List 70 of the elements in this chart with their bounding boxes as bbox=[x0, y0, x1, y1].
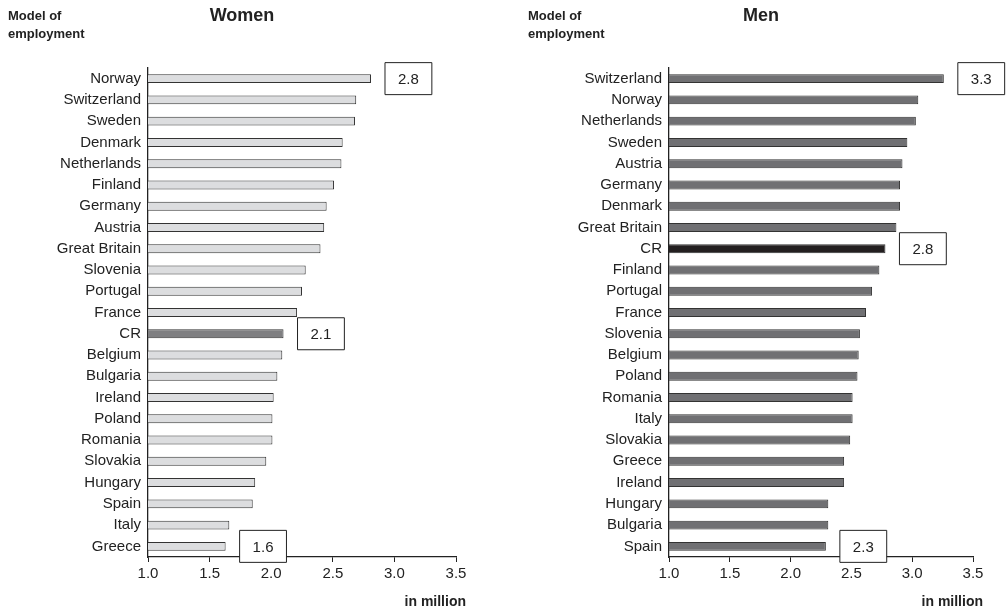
y-tick-label: Bulgaria bbox=[606, 515, 663, 533]
y-tick-label: Bulgaria bbox=[85, 366, 142, 384]
y-tick-label: Belgium bbox=[607, 345, 662, 363]
x-tick-label: 1.0 bbox=[658, 564, 680, 582]
annotation: 2.1 bbox=[310, 324, 332, 342]
y-tick-label: Denmark bbox=[80, 132, 142, 150]
y-tick-label: Poland bbox=[615, 366, 662, 384]
y-tick-label: Finland bbox=[91, 175, 141, 193]
chart-title: Men bbox=[743, 4, 779, 25]
y-axis-title: Model of employment bbox=[8, 7, 86, 41]
y-tick-label: Sweden bbox=[607, 132, 662, 150]
y-tick-label: Ireland bbox=[616, 472, 662, 490]
y-tick-label: Portugal bbox=[606, 281, 662, 299]
y-tick-label: Belgium bbox=[86, 345, 141, 363]
y-tick-label: Slovenia bbox=[83, 260, 142, 278]
y-tick-label: Netherlands bbox=[60, 153, 141, 171]
annotation: 1.6 bbox=[252, 537, 274, 555]
y-tick-label: Sweden bbox=[86, 111, 141, 129]
y-tick-label: Great Britain bbox=[56, 238, 141, 256]
x-tick-label: 2.0 bbox=[260, 564, 282, 582]
y-axis-title: Model of employment bbox=[528, 7, 606, 41]
y-tick-label: Germany bbox=[79, 196, 142, 214]
y-tick-label: Spain bbox=[623, 536, 662, 554]
y-tick-label: Great Britain bbox=[577, 217, 662, 235]
y-tick-label: Germany bbox=[600, 175, 663, 193]
x-tick-label: 1.5 bbox=[199, 564, 221, 582]
x-tick-label: 3.0 bbox=[383, 564, 405, 582]
y-tick-label: Romania bbox=[601, 387, 663, 405]
y-tick-label: Hungary bbox=[84, 472, 142, 490]
x-tick-label: 1.0 bbox=[137, 564, 159, 582]
annotation: 3.3 bbox=[970, 69, 992, 87]
y-tick-label: Romania bbox=[80, 430, 142, 448]
x-tick-label: 2.0 bbox=[780, 564, 802, 582]
y-tick-label: Switzerland bbox=[63, 90, 141, 108]
x-tick-label: 3.5 bbox=[445, 564, 467, 582]
y-tick-label: Ireland bbox=[95, 387, 141, 405]
chart-title: Women bbox=[209, 4, 275, 25]
y-tick-label: Italy bbox=[634, 408, 663, 426]
annotation: 2.8 bbox=[912, 239, 934, 257]
y-tick-label: Norway bbox=[611, 90, 663, 108]
y-tick-label: CR bbox=[119, 323, 142, 341]
y-tick-label: CR bbox=[640, 238, 663, 256]
y-tick-label: Poland bbox=[94, 408, 141, 426]
x-axis-title: in million bbox=[921, 592, 983, 609]
x-axis-title: in million bbox=[404, 592, 466, 609]
y-tick-label: Hungary bbox=[605, 493, 663, 511]
y-tick-label: Slovakia bbox=[84, 451, 142, 469]
x-tick-label: 2.5 bbox=[322, 564, 344, 582]
y-tick-label: Portugal bbox=[85, 281, 141, 299]
y-tick-label: Austria bbox=[94, 217, 142, 235]
x-tick-label: 3.0 bbox=[901, 564, 923, 582]
y-tick-label: France bbox=[94, 302, 141, 320]
x-tick-label: 1.5 bbox=[719, 564, 741, 582]
x-tick-label: 2.5 bbox=[840, 564, 862, 582]
y-tick-label: Finland bbox=[612, 260, 662, 278]
y-tick-label: Slovakia bbox=[605, 430, 663, 448]
annotation: 2.3 bbox=[852, 537, 874, 555]
x-tick-label: 3.5 bbox=[962, 564, 984, 582]
y-tick-label: Slovenia bbox=[604, 323, 663, 341]
y-tick-label: Greece bbox=[91, 536, 141, 554]
y-tick-label: Greece bbox=[612, 451, 662, 469]
y-tick-label: Denmark bbox=[601, 196, 663, 214]
annotation: 2.8 bbox=[397, 69, 419, 87]
y-tick-label: Spain bbox=[102, 493, 141, 511]
y-tick-label: Norway bbox=[90, 68, 142, 86]
y-tick-label: France bbox=[615, 302, 662, 320]
y-tick-label: Italy bbox=[113, 515, 142, 533]
y-tick-label: Netherlands bbox=[581, 111, 662, 129]
y-tick-label: Switzerland bbox=[584, 68, 662, 86]
y-tick-label: Austria bbox=[615, 153, 663, 171]
